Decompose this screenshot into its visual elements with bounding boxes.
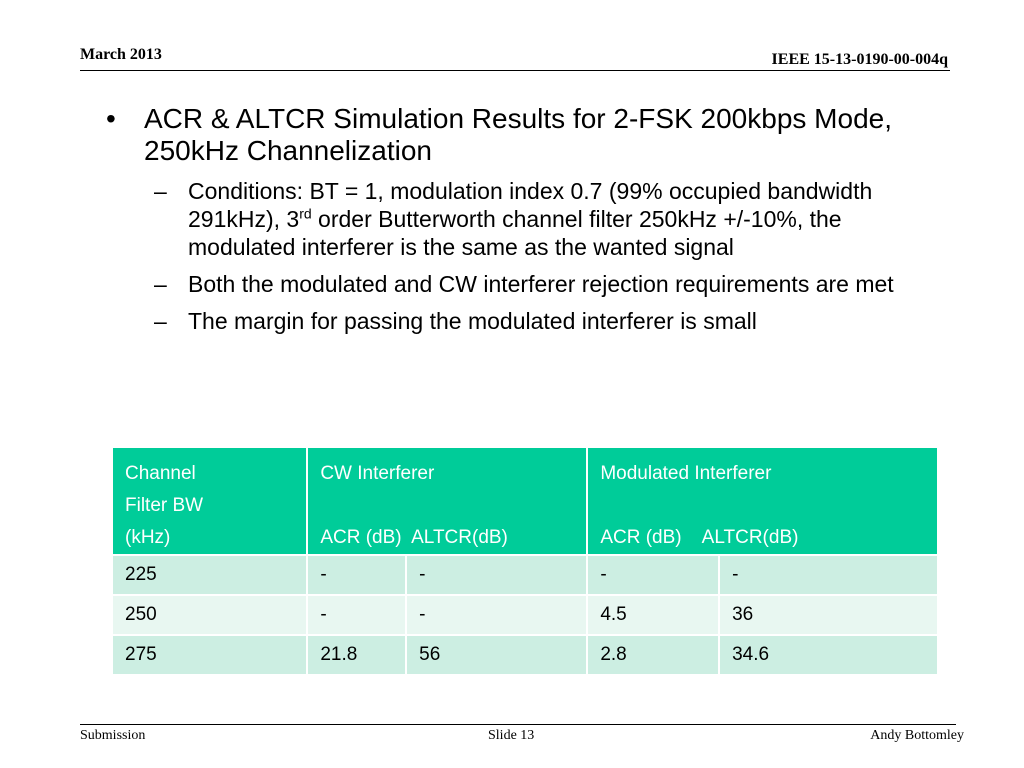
- table-row: 250 - - 4.5 36: [110, 594, 939, 636]
- conditions-text-b: order Butterworth channel filter 250kHz …: [188, 206, 842, 260]
- cell-cw-altcr: -: [405, 594, 589, 636]
- header-date: March 2013: [80, 46, 162, 63]
- bullet-main: • ACR & ALTCR Simulation Results for 2-F…: [100, 103, 920, 167]
- cell-cw-altcr: 56: [405, 634, 589, 676]
- header-cw-sub: ACR (dB) ALTCR(dB): [320, 527, 508, 548]
- dash-mark: –: [154, 308, 167, 334]
- table-row: 275 21.8 56 2.8 34.6: [110, 634, 939, 676]
- sub-bullet-conditions: – Conditions: BT = 1, modulation index 0…: [144, 177, 928, 261]
- cell-bw: 225: [110, 554, 309, 596]
- footer-divider: [80, 724, 956, 725]
- bullet-mark: •: [106, 103, 116, 134]
- requirements-met-text: Both the modulated and CW interferer rej…: [188, 271, 894, 297]
- header-channel-filter-bw: Channel Filter BW (kHz): [110, 446, 309, 556]
- margin-text: The margin for passing the modulated int…: [188, 308, 757, 334]
- header-cw-interferer: CW Interferer ACR (dB) ALTCR(dB): [306, 446, 589, 556]
- header-line: Channel: [125, 463, 196, 484]
- cell-mod-acr: 2.8: [586, 634, 721, 676]
- header-mod-title: Modulated Interferer: [600, 463, 772, 484]
- footer-author: Andy Bottomley: [870, 728, 964, 743]
- header-line: (kHz): [125, 527, 171, 548]
- footer-slide-number: Slide 13: [488, 728, 535, 743]
- cell-cw-acr: -: [306, 554, 408, 596]
- cell-mod-acr: 4.5: [586, 594, 721, 636]
- conditions-text-a: Conditions: BT = 1, modulation index 0.7…: [188, 178, 873, 232]
- cell-mod-altcr: 34.6: [718, 634, 939, 676]
- table-header-row: Channel Filter BW (kHz) CW Interferer AC…: [110, 446, 939, 556]
- cell-cw-acr: 21.8: [306, 634, 408, 676]
- bullet-list: • ACR & ALTCR Simulation Results for 2-F…: [100, 103, 920, 344]
- sub-bullet-margin: – The margin for passing the modulated i…: [144, 307, 928, 335]
- header-divider: [80, 70, 950, 71]
- results-table: Channel Filter BW (kHz) CW Interferer AC…: [110, 446, 939, 676]
- conditions-superscript: rd: [299, 205, 312, 222]
- cell-mod-altcr: 36: [718, 594, 939, 636]
- header-cw-title: CW Interferer: [320, 463, 435, 484]
- footer-submission: Submission: [80, 728, 146, 743]
- sub-bullet-requirements-met: – Both the modulated and CW interferer r…: [144, 270, 928, 298]
- header-line: Filter BW: [125, 495, 204, 516]
- bullet-main-text: ACR & ALTCR Simulation Results for 2-FSK…: [144, 103, 893, 166]
- header-modulated-interferer: Modulated Interferer ACR (dB) ALTCR(dB): [586, 446, 939, 556]
- table-row: 225 - - - -: [110, 554, 939, 596]
- cell-mod-acr: -: [586, 554, 721, 596]
- header-document-id: IEEE 15-13-0190-00-004q: [771, 51, 948, 68]
- dash-mark: –: [154, 271, 167, 297]
- header-mod-sub: ACR (dB) ALTCR(dB): [600, 527, 799, 548]
- cell-bw: 250: [110, 594, 309, 636]
- cell-cw-acr: -: [306, 594, 408, 636]
- cell-mod-altcr: -: [718, 554, 939, 596]
- dash-mark: –: [154, 178, 167, 204]
- cell-bw: 275: [110, 634, 309, 676]
- sub-bullet-list: – Conditions: BT = 1, modulation index 0…: [144, 177, 920, 335]
- cell-cw-altcr: -: [405, 554, 589, 596]
